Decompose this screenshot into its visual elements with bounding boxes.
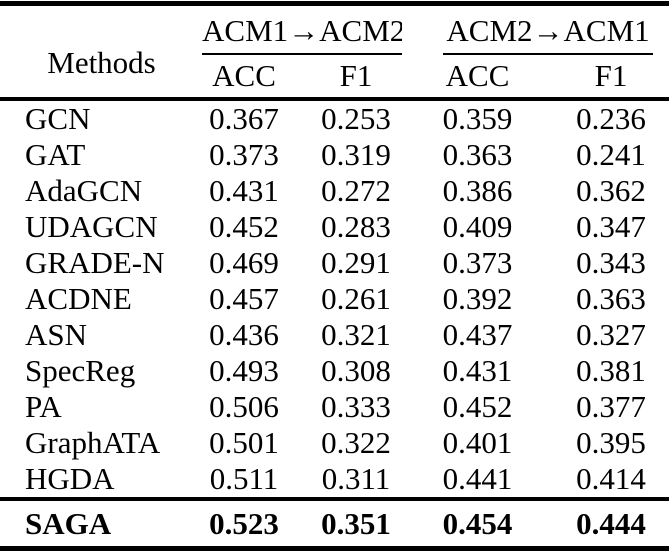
group-header-acm1-acm2-label: ACM1→ACM2 xyxy=(202,13,403,55)
group-header-acm2-acm1: ACM2→ACM1 xyxy=(402,4,669,55)
metric-value: 0.454 xyxy=(442,505,513,541)
method-name: HGDA xyxy=(25,461,115,496)
group-header-acm1-acm2: ACM1→ACM2 xyxy=(178,4,403,55)
metric-value: 0.431 xyxy=(209,173,279,208)
col-header-acc-1: ACC xyxy=(212,58,276,93)
metric-value: 0.291 xyxy=(321,245,391,280)
metric-value: 0.523 xyxy=(209,505,279,541)
metric-value: 0.436 xyxy=(209,317,279,352)
group-header-row: Methods ACM1→ACM2 ACM2→ACM1 xyxy=(0,4,669,80)
metric-value: 0.409 xyxy=(442,209,513,244)
metric-value: 0.363 xyxy=(442,137,513,172)
metric-value: 0.363 xyxy=(576,281,646,316)
table-row: ACDNE 0.457 0.261 0.392 0.363 xyxy=(0,281,669,317)
metric-value: 0.401 xyxy=(442,425,513,460)
subheader-row: ACC F1 ACC F1 xyxy=(0,55,669,99)
col-header-f1-1: F1 xyxy=(339,58,373,93)
metric-value: 0.469 xyxy=(209,245,279,280)
metric-value: 0.395 xyxy=(576,425,646,460)
metric-value: 0.362 xyxy=(576,173,646,208)
metric-value: 0.253 xyxy=(321,101,391,136)
table-row: GCN 0.367 0.253 0.359 0.236 xyxy=(0,99,669,137)
method-name: GAT xyxy=(25,137,86,172)
metric-value: 0.319 xyxy=(321,137,391,172)
metric-value: 0.386 xyxy=(442,173,513,208)
method-name: GraphATA xyxy=(25,425,161,460)
metric-value: 0.241 xyxy=(576,137,646,172)
metric-value: 0.414 xyxy=(576,461,646,496)
method-name: PA xyxy=(25,389,62,424)
method-name: UDAGCN xyxy=(25,209,158,244)
metric-value: 0.308 xyxy=(321,353,391,388)
metric-value: 0.452 xyxy=(209,209,279,244)
method-name: GCN xyxy=(25,101,91,136)
metric-value: 0.311 xyxy=(321,461,391,496)
metric-value: 0.444 xyxy=(576,505,646,541)
metric-value: 0.377 xyxy=(576,389,646,424)
metric-value: 0.506 xyxy=(209,389,279,424)
method-name: SAGA xyxy=(25,505,112,541)
table-row: UDAGCN 0.452 0.283 0.409 0.347 xyxy=(0,209,669,245)
metric-value: 0.441 xyxy=(442,461,513,496)
metric-value: 0.431 xyxy=(442,353,513,388)
metric-value: 0.457 xyxy=(209,281,279,316)
metric-value: 0.373 xyxy=(442,245,513,280)
metric-value: 0.437 xyxy=(442,317,513,352)
table-body: GCN 0.367 0.253 0.359 0.236 GAT 0.373 0.319 0.36… xyxy=(0,99,669,499)
metric-value: 0.272 xyxy=(321,173,391,208)
table-row: AdaGCN 0.431 0.272 0.386 0.362 xyxy=(0,173,669,209)
metric-value: 0.373 xyxy=(209,137,279,172)
metric-value: 0.367 xyxy=(209,101,279,136)
table-row: SpecReg 0.493 0.308 0.431 0.381 xyxy=(0,353,669,389)
col-header-methods: Methods xyxy=(47,45,156,80)
metric-value: 0.359 xyxy=(442,101,513,136)
metric-value: 0.321 xyxy=(321,317,391,352)
table-row: GRADE-N 0.469 0.291 0.373 0.343 xyxy=(0,245,669,281)
table-header: Methods ACM1→ACM2 ACM2→ACM1 ACC F1 ACC F… xyxy=(0,4,669,99)
metric-value: 0.381 xyxy=(576,353,646,388)
table-row: ASN 0.436 0.321 0.437 0.327 xyxy=(0,317,669,353)
table-row: SAGA 0.523 0.351 0.454 0.444 xyxy=(0,499,669,549)
metric-value: 0.347 xyxy=(576,209,646,244)
method-name: AdaGCN xyxy=(25,173,143,208)
metric-value: 0.261 xyxy=(321,281,391,316)
metric-value: 0.493 xyxy=(209,353,279,388)
metric-value: 0.452 xyxy=(442,389,513,424)
col-header-f1-2: F1 xyxy=(594,58,628,93)
method-name: ASN xyxy=(25,317,88,352)
table-row: GraphATA 0.501 0.322 0.401 0.395 xyxy=(0,425,669,461)
metric-value: 0.511 xyxy=(209,461,279,496)
metric-value: 0.333 xyxy=(321,389,391,424)
group-header-acm2-acm1-label: ACM2→ACM1 xyxy=(443,13,654,55)
metric-value: 0.343 xyxy=(576,245,646,280)
method-name: ACDNE xyxy=(25,281,132,316)
table-row: PA 0.506 0.333 0.452 0.377 xyxy=(0,389,669,425)
metric-value: 0.322 xyxy=(321,425,391,460)
metric-value: 0.501 xyxy=(209,425,279,460)
col-header-acc-2: ACC xyxy=(445,58,510,93)
metric-value: 0.392 xyxy=(442,281,513,316)
table-row: GAT 0.373 0.319 0.363 0.241 xyxy=(0,137,669,173)
metric-value: 0.327 xyxy=(576,317,646,352)
highlight-row-section: SAGA 0.523 0.351 0.454 0.444 xyxy=(0,499,669,549)
metric-value: 0.351 xyxy=(321,505,391,541)
metric-value: 0.236 xyxy=(576,101,646,136)
metric-value: 0.283 xyxy=(321,209,391,244)
method-name: GRADE-N xyxy=(25,245,165,280)
table-row: HGDA 0.511 0.311 0.441 0.414 xyxy=(0,461,669,499)
method-name: SpecReg xyxy=(25,353,136,388)
